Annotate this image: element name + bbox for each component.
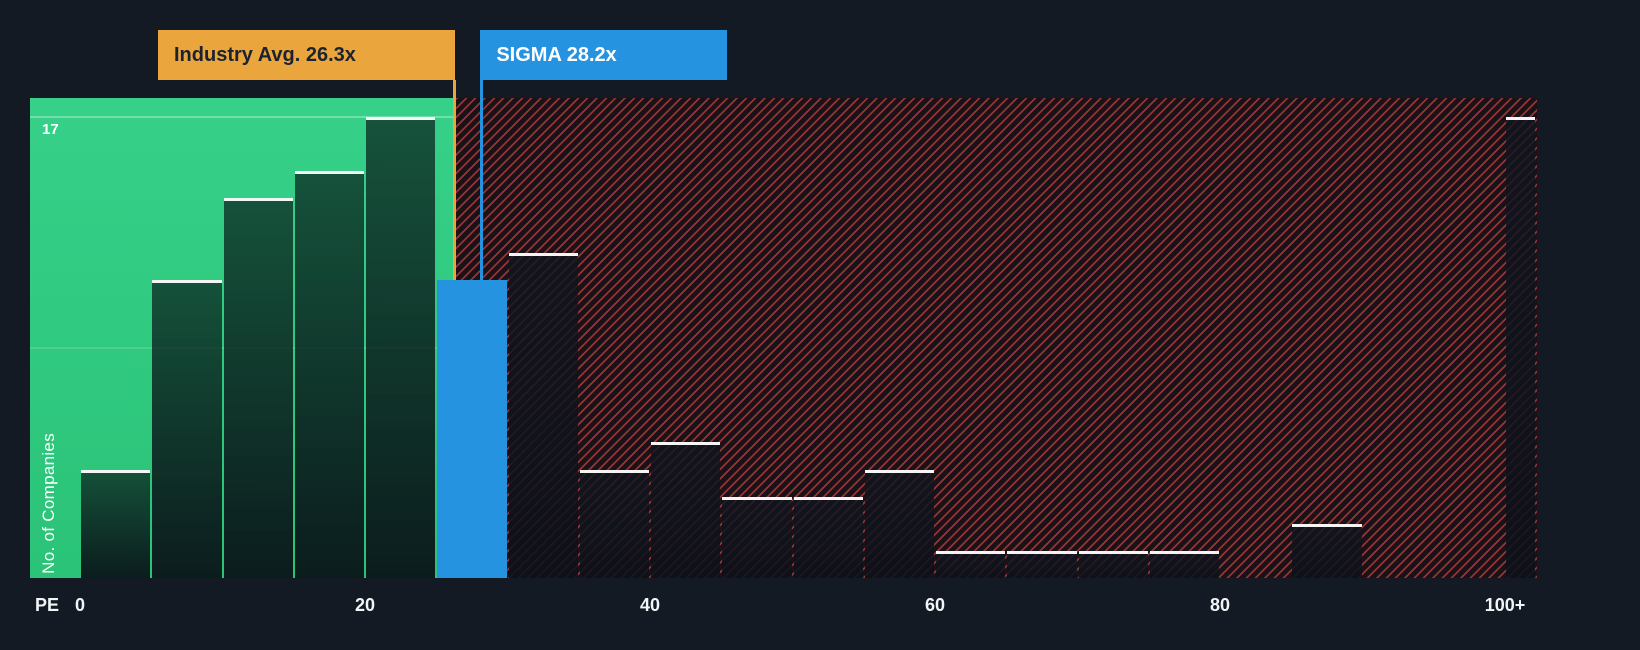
histogram-bar[interactable] xyxy=(722,496,792,578)
sigma-line xyxy=(480,80,484,280)
x-tick-label: 100+ xyxy=(1484,595,1526,615)
chart-area: 17 No. of Companies xyxy=(30,98,1537,578)
industry-avg-line xyxy=(453,80,457,280)
histogram-bar[interactable] xyxy=(1078,550,1148,578)
histogram-bar[interactable] xyxy=(294,171,364,578)
sigma-callout: SIGMA 28.2x xyxy=(480,30,728,80)
y-axis-title: No. of Companies xyxy=(39,433,58,574)
x-tick-label: 60 xyxy=(924,595,946,615)
histogram-bar[interactable] xyxy=(579,469,649,578)
industry-avg-callout: Industry Avg. 26.3x xyxy=(158,30,455,80)
histogram-bar[interactable] xyxy=(793,496,863,578)
x-tick-label: 0 xyxy=(74,595,86,615)
y-max-label: 17 xyxy=(42,121,59,138)
x-axis-title: PE xyxy=(35,595,60,615)
x-tick-label: 80 xyxy=(1209,595,1231,615)
industry-avg-label: Industry Avg. 26.3x xyxy=(174,44,356,66)
histogram-bar[interactable] xyxy=(651,442,721,578)
histogram-bar[interactable] xyxy=(1506,117,1535,578)
histogram-bar[interactable] xyxy=(152,279,222,578)
histogram-bar[interactable] xyxy=(508,252,578,578)
histogram-bar[interactable] xyxy=(1149,550,1219,578)
histogram-bar[interactable] xyxy=(223,198,293,578)
sigma-label: SIGMA 28.2x xyxy=(496,44,617,66)
x-tick-label: 40 xyxy=(639,595,661,615)
histogram-bar[interactable] xyxy=(936,550,1006,578)
bars-layer xyxy=(30,98,1537,578)
x-tick-label: 20 xyxy=(354,595,376,615)
histogram-bar[interactable] xyxy=(1007,550,1077,578)
sigma-bar[interactable] xyxy=(437,279,507,578)
histogram-bar[interactable] xyxy=(81,469,151,578)
histogram-bar[interactable] xyxy=(366,117,436,578)
overvalued-hatch-zone xyxy=(454,98,1537,578)
gridline-max xyxy=(30,116,455,118)
histogram-bar[interactable] xyxy=(864,469,934,578)
histogram-bar[interactable] xyxy=(1292,523,1362,578)
